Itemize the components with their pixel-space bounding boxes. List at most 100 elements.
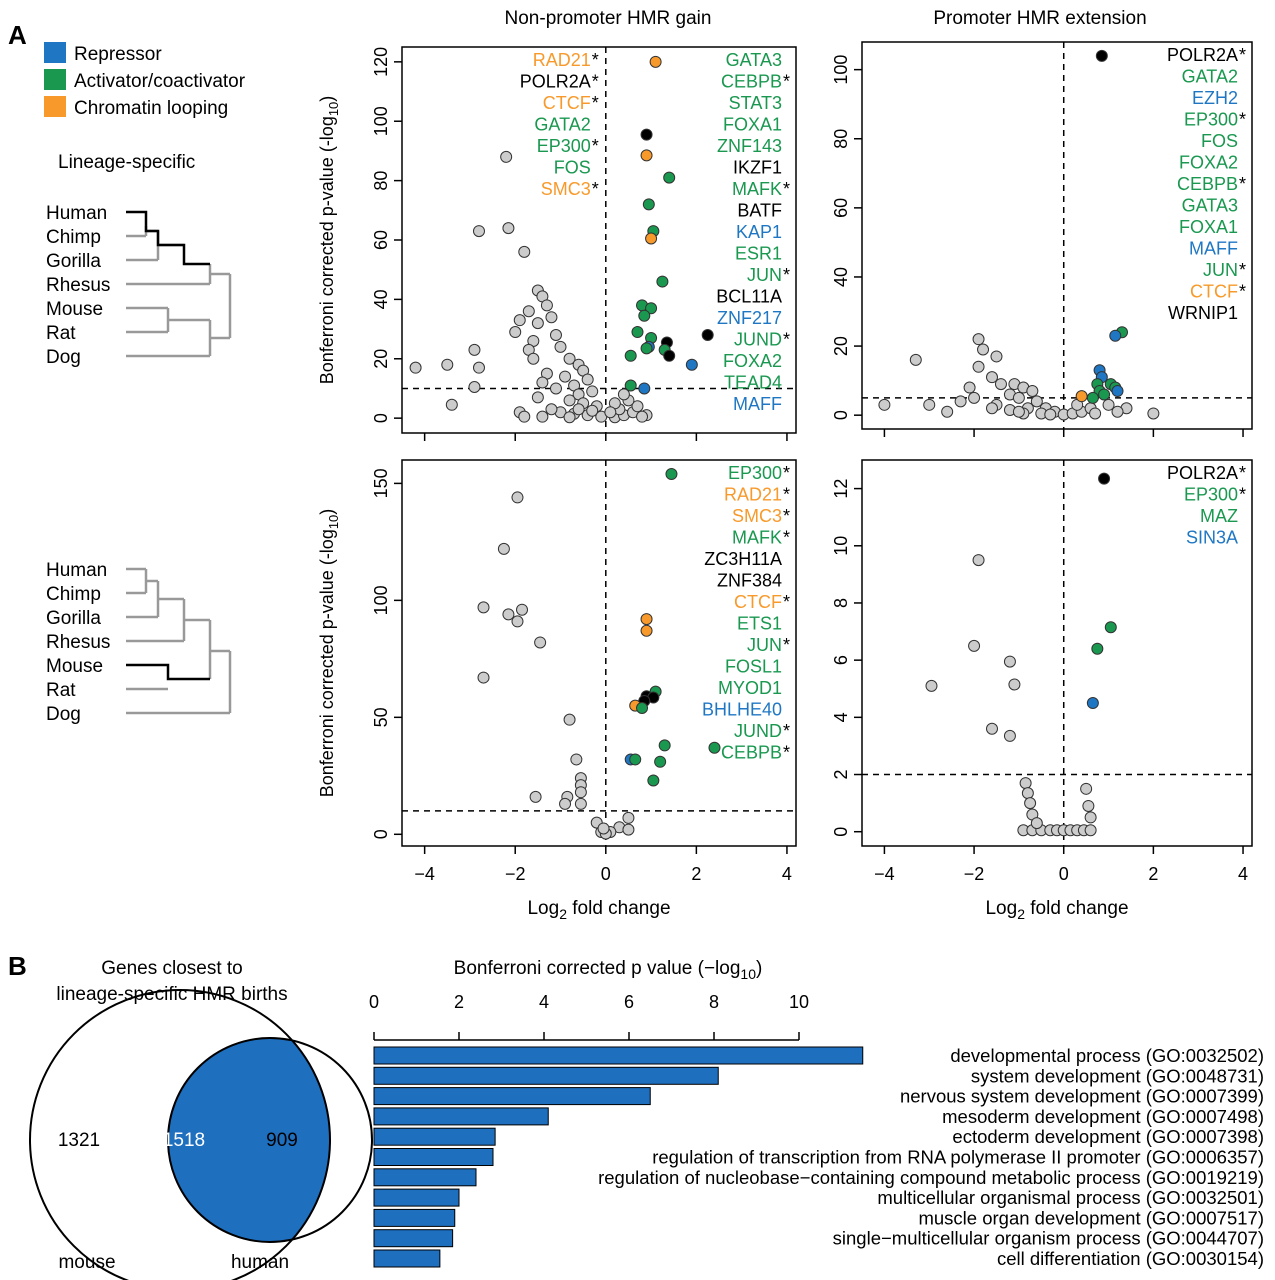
y-axis-label: Bonferroni corrected p-value (-log10)	[317, 509, 341, 798]
y-tick-label: 8	[831, 598, 851, 608]
tf-label: ZNF143	[717, 136, 782, 156]
data-point	[563, 352, 576, 365]
data-point	[468, 343, 481, 356]
data-point	[631, 400, 644, 413]
bar	[373, 1229, 454, 1248]
data-point	[640, 128, 653, 141]
bar	[373, 1066, 719, 1085]
tf-label-star: *	[1239, 485, 1246, 505]
phylogeny-human: Human Chimp Gorilla Rhesus Mouse Rat Dog	[46, 203, 232, 368]
y-tick-label: 0	[831, 827, 851, 837]
data-point	[513, 314, 526, 327]
data-point	[638, 309, 651, 322]
tree-species: Gorilla	[46, 608, 101, 629]
data-point	[663, 171, 676, 184]
y-tick-label: 10	[831, 536, 851, 556]
tree-species: Human	[46, 560, 107, 581]
data-point	[645, 302, 658, 315]
tf-label-star: *	[783, 528, 790, 548]
data-point	[1086, 697, 1099, 710]
data-point	[1109, 329, 1122, 342]
tf-label-star: *	[783, 330, 790, 350]
data-point	[536, 376, 549, 389]
data-point	[527, 352, 540, 365]
tf-label: POLR2A	[1167, 463, 1238, 483]
data-point	[636, 410, 649, 423]
data-point	[1019, 777, 1032, 790]
y-tick-label: 2	[831, 770, 851, 780]
data-point	[522, 305, 535, 318]
y-tick-label: 40	[831, 267, 851, 287]
data-point	[972, 333, 985, 346]
heading-non-promoter: Non-promoter HMR gain	[505, 8, 712, 29]
tf-label: GATA2	[1182, 67, 1238, 87]
tf-label-star: *	[783, 485, 790, 505]
data-point	[986, 402, 998, 415]
data-point	[574, 797, 587, 810]
venn-label-human: human	[231, 1252, 289, 1273]
data-point	[624, 379, 637, 392]
bar	[373, 1107, 549, 1126]
tree-species: Gorilla	[46, 251, 101, 272]
data-point	[1084, 811, 1097, 824]
bar-category-label: system development (GO:0048731)	[971, 1065, 1264, 1086]
y-tick-label: 80	[371, 171, 391, 191]
data-point	[477, 601, 490, 614]
data-point	[972, 554, 985, 567]
plot-frame	[401, 459, 797, 847]
data-point	[1089, 407, 1102, 420]
tf-label: POLR2A	[1167, 45, 1238, 65]
data-point	[1111, 384, 1124, 397]
bar-axis-tick-label: 10	[789, 992, 809, 1012]
data-point	[563, 411, 576, 424]
data-point	[1012, 405, 1025, 418]
data-point	[1012, 391, 1025, 404]
data-point	[1147, 407, 1160, 420]
data-point	[1003, 729, 1016, 742]
venn-count-intersection: 1518	[163, 1130, 205, 1151]
data-point	[511, 615, 524, 628]
data-point	[518, 245, 531, 258]
bar-category-label: developmental process (GO:0032502)	[950, 1045, 1264, 1066]
x-axis-label: Log2 fold change	[527, 898, 670, 922]
data-point	[549, 382, 562, 395]
venn-label-mouse: mouse	[58, 1252, 115, 1273]
tf-label-star: *	[592, 93, 599, 113]
data-point	[531, 317, 544, 330]
legend-swatch-activator	[44, 69, 66, 90]
data-point	[636, 701, 649, 714]
tf-label: SMC3	[541, 179, 591, 199]
data-point	[1030, 817, 1043, 830]
venn-title-line: Genes closest to	[101, 958, 243, 979]
legend: Repressor Activator/coactivator Chromati…	[44, 42, 246, 119]
data-point	[536, 410, 549, 423]
data-point	[502, 222, 515, 235]
data-point	[518, 410, 531, 423]
tf-label: MAZ	[1200, 506, 1238, 526]
tf-label: GATA3	[726, 50, 782, 70]
data-point	[554, 340, 567, 353]
data-point	[549, 329, 562, 342]
tf-label-star: *	[783, 506, 790, 526]
data-point	[441, 358, 454, 371]
tf-label-star: *	[783, 265, 790, 285]
tf-label-star: *	[1239, 174, 1246, 194]
tf-label: JUN	[747, 635, 782, 655]
bar	[373, 1249, 441, 1268]
x-tick-label: −2	[964, 864, 985, 884]
data-point	[545, 311, 558, 324]
y-tick-label: 4	[831, 712, 851, 722]
data-point	[1024, 797, 1037, 810]
tf-label: POLR2A	[520, 72, 591, 92]
y-axis-label: Bonferroni corrected p-value (-log10)	[317, 96, 341, 385]
data-point	[529, 790, 542, 803]
tf-label: CTCF	[543, 93, 591, 113]
data-point	[1086, 391, 1099, 404]
tf-label-star: *	[783, 72, 790, 92]
bar	[373, 1208, 456, 1227]
bar-axis-tick-label: 4	[539, 992, 549, 1012]
x-tick-label: −4	[874, 864, 895, 884]
